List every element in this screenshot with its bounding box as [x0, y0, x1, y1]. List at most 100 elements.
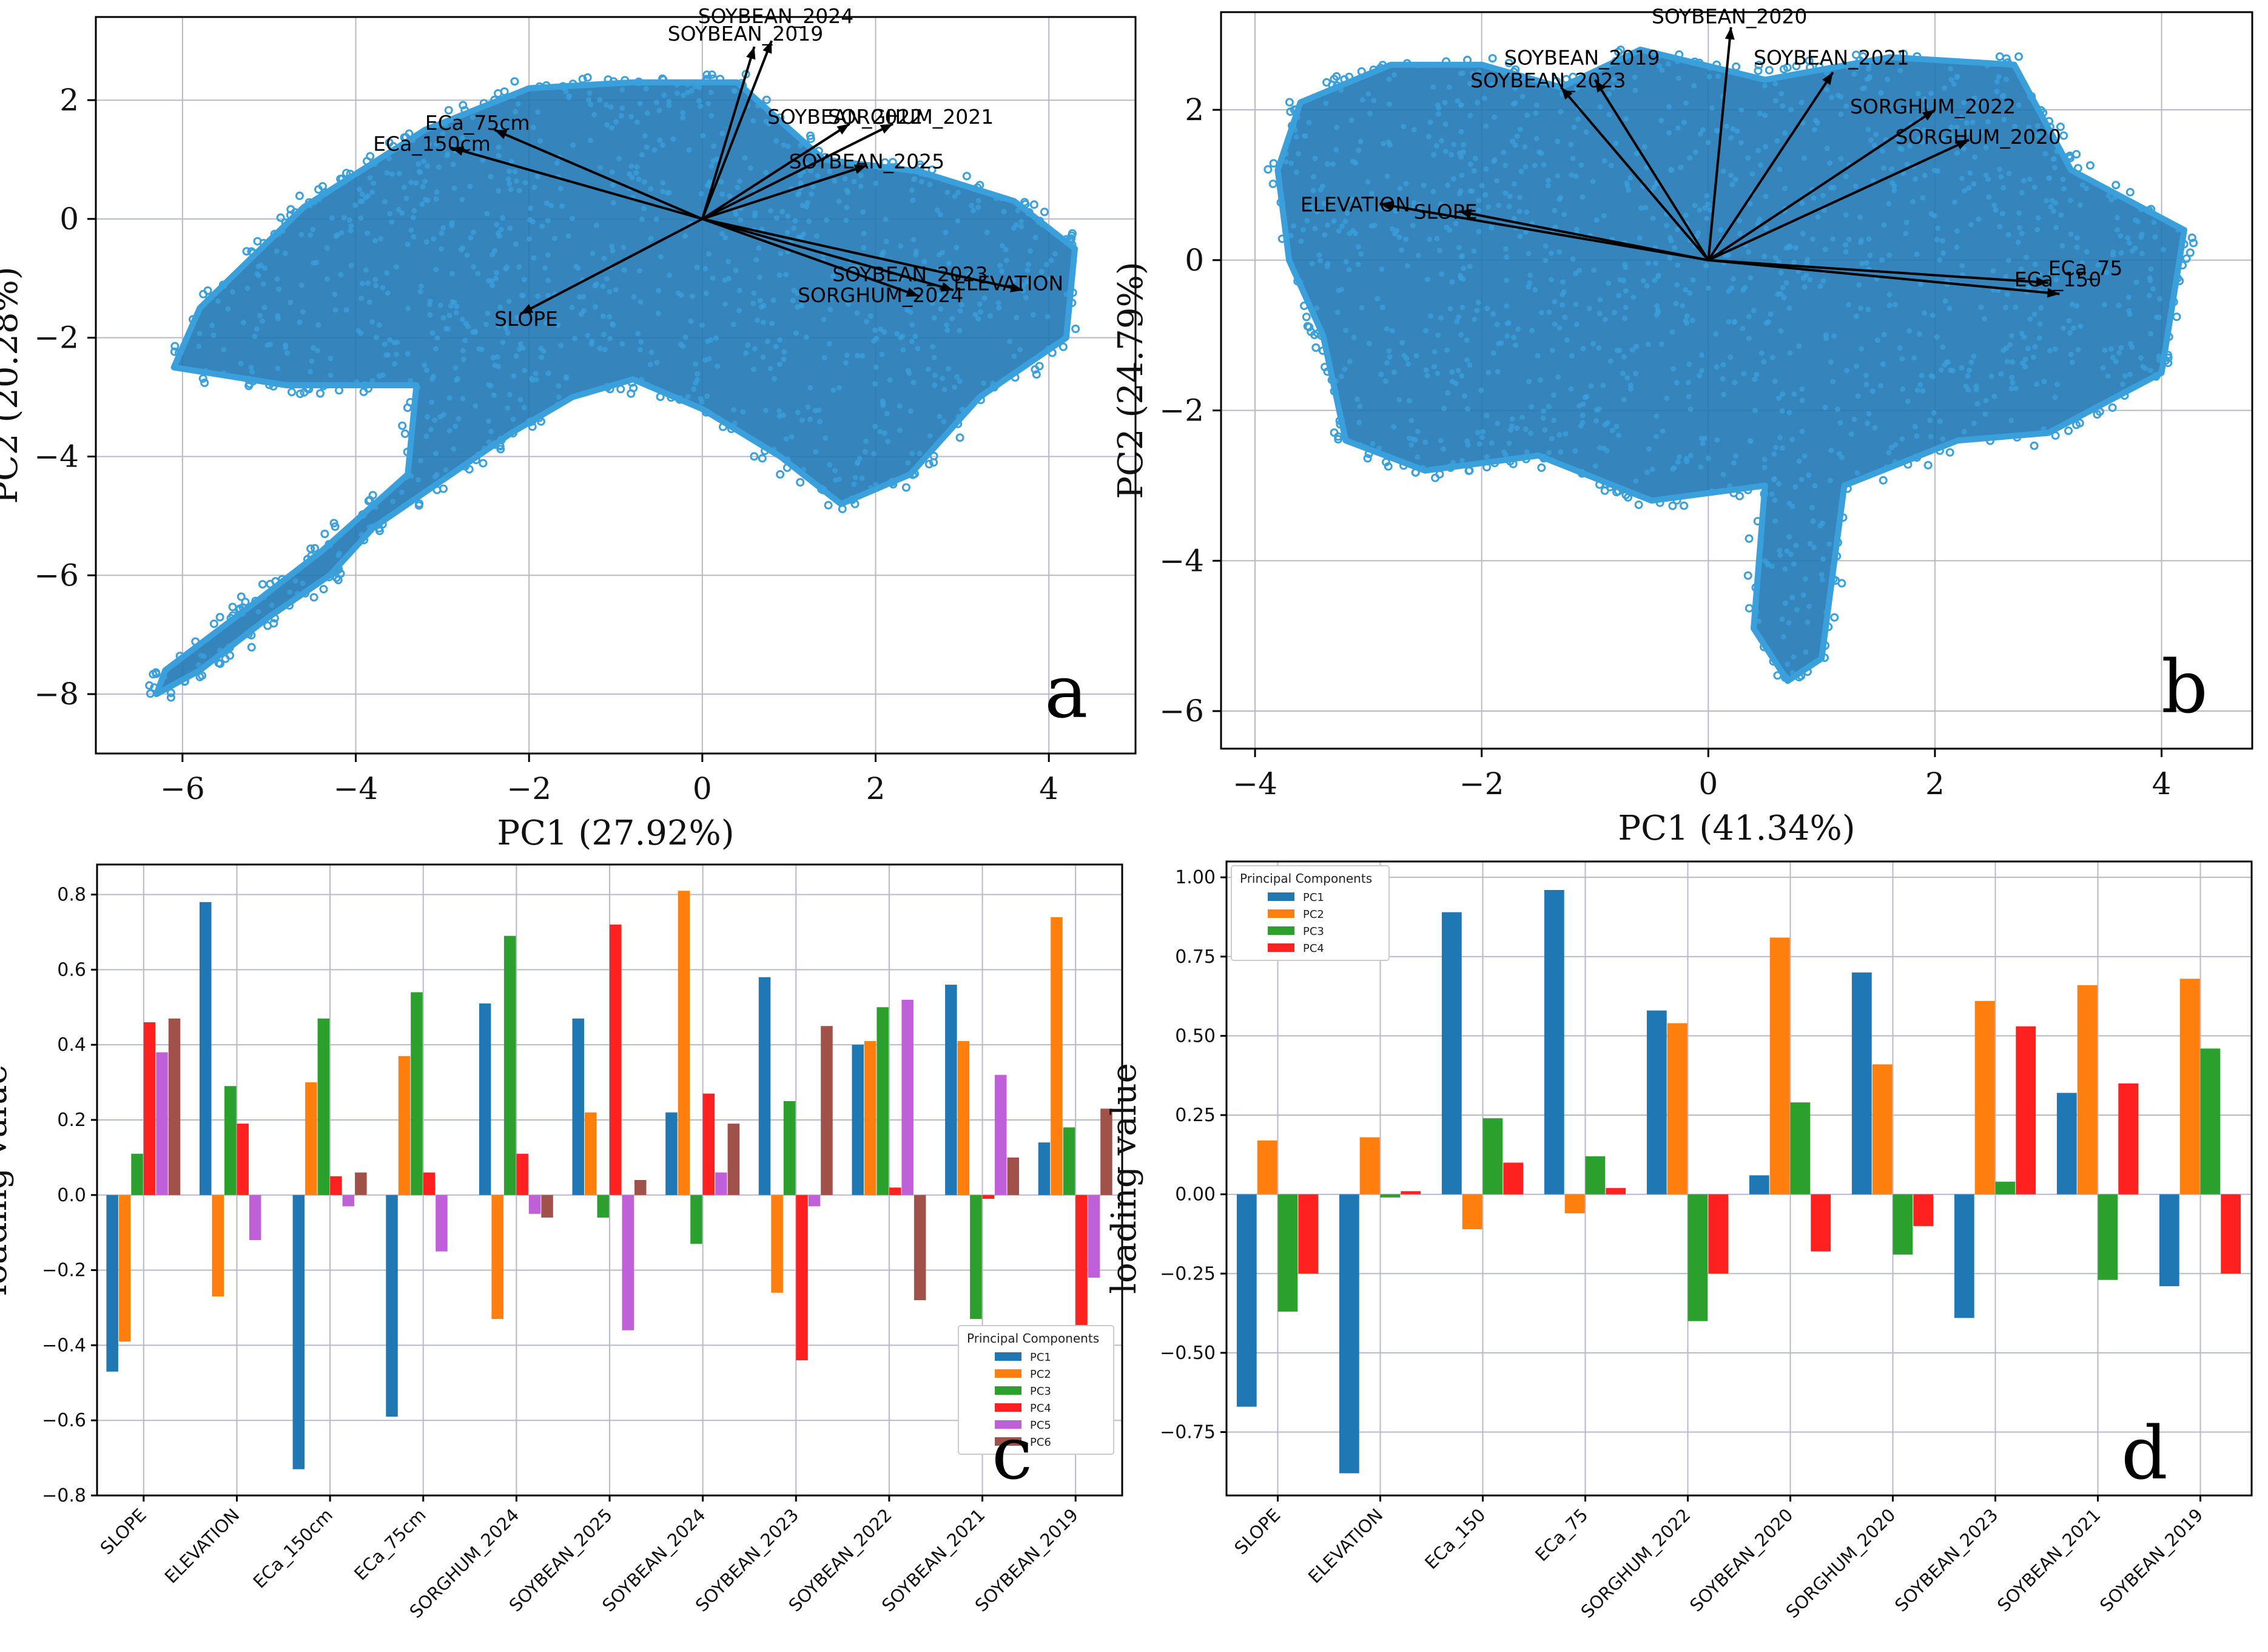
scatter-point [1011, 373, 1020, 382]
scatter-point [934, 207, 940, 213]
scatter-point [1408, 442, 1415, 448]
scatter-point [331, 522, 340, 531]
scatter-point [877, 429, 883, 434]
scatter-point [1751, 583, 1760, 592]
bar-pc1 [852, 1045, 864, 1195]
scatter-point [909, 322, 915, 328]
scatter-point [1347, 359, 1353, 365]
scatter-point [556, 383, 562, 389]
scatter-point [618, 113, 624, 119]
scatter-point [796, 478, 805, 487]
scatter-point [1715, 73, 1721, 79]
scatter-point [1930, 312, 1936, 319]
scatter-point [1856, 282, 1862, 288]
scatter-point [1302, 133, 1308, 139]
scatter-point [2030, 441, 2039, 450]
scatter-point [387, 337, 393, 343]
scatter-point [1342, 218, 1348, 224]
scatter-point [1435, 332, 1441, 338]
scatter-point [1610, 85, 1616, 91]
scatter-point [738, 217, 744, 223]
scatter-point [2113, 359, 2119, 365]
scatter-point [2013, 385, 2019, 391]
scatter-point [1399, 461, 1408, 470]
scatter-point [1991, 393, 1997, 399]
x-tick-label: 4 [1039, 771, 1058, 806]
scatter-point [1824, 145, 1830, 151]
bar-pc5 [901, 999, 914, 1195]
scatter-point [1824, 622, 1833, 632]
scatter-point [460, 462, 469, 471]
bar-pc2 [585, 1112, 597, 1195]
bar-pc4 [2221, 1194, 2241, 1274]
scatter-point [360, 536, 368, 545]
scatter-point [1322, 232, 1328, 238]
legend-label: PC3 [1303, 925, 1324, 938]
scatter-point [1915, 91, 1921, 96]
scatter-point [1695, 58, 1704, 67]
scatter-point [988, 313, 993, 319]
scatter-point [2072, 420, 2081, 430]
scatter-point [416, 477, 421, 483]
scatter-point [845, 189, 851, 195]
scatter-point [175, 348, 183, 357]
scatter-point [1410, 436, 1416, 442]
scatter-point [533, 377, 539, 383]
loading-arrow [494, 129, 703, 220]
scatter-point [1397, 186, 1403, 192]
scatter-point [1972, 154, 1977, 160]
scatter-point [1690, 277, 1696, 283]
scatter-point [1886, 302, 1893, 308]
scatter-point [946, 366, 952, 372]
scatter-point [1660, 428, 1666, 434]
scatter-point [2066, 318, 2072, 323]
scatter-point [1920, 195, 1926, 201]
scatter-point [433, 196, 439, 202]
scatter-point [1432, 349, 1438, 355]
scatter-point [907, 408, 914, 414]
scatter-point [2004, 58, 2012, 67]
scatter-point [1011, 354, 1017, 359]
scatter-point [2065, 151, 2075, 160]
scatter-point [670, 136, 676, 142]
scatter-point [806, 218, 812, 224]
scatter-point [191, 637, 200, 646]
scatter-point [1378, 371, 1384, 377]
scatter-point [225, 306, 231, 312]
scatter-point [1338, 374, 1344, 379]
scatter-point [369, 189, 375, 195]
scatter-point [258, 262, 264, 268]
scatter-point [1698, 436, 1704, 442]
scatter-point [716, 75, 725, 84]
bar-pc1 [106, 1195, 118, 1372]
category-label: SOYBEAN_2019 [971, 1505, 1082, 1616]
scatter-point [1356, 147, 1362, 153]
scatter-point [678, 292, 684, 298]
scatter-point [2049, 198, 2055, 204]
scatter-point [559, 203, 565, 209]
scatter-point [1568, 386, 1574, 392]
scatter-point [654, 99, 659, 106]
scatter-point [1824, 87, 1830, 93]
scatter-point [496, 153, 502, 159]
scatter-point [1733, 453, 1739, 459]
scatter-point [217, 647, 223, 653]
scatter-point [281, 218, 290, 227]
scatter-point [1529, 453, 1535, 459]
scatter-point [2059, 243, 2065, 249]
scatter-point [1674, 282, 1680, 288]
scatter-point [2047, 348, 2053, 354]
scatter-point [824, 501, 833, 510]
scatter-point [578, 75, 587, 84]
scatter-point [1537, 463, 1546, 472]
scatter-point [170, 342, 180, 351]
scatter-point [609, 125, 615, 131]
scatter-point [2022, 364, 2028, 370]
scatter-point [1344, 210, 1350, 216]
scatter-point [1348, 117, 1354, 123]
scatter-point [2016, 102, 2022, 108]
scatter-point [1308, 204, 1314, 210]
scatter-point [1298, 238, 1304, 244]
scatter-point [1828, 359, 1834, 365]
scatter-point [910, 197, 916, 203]
